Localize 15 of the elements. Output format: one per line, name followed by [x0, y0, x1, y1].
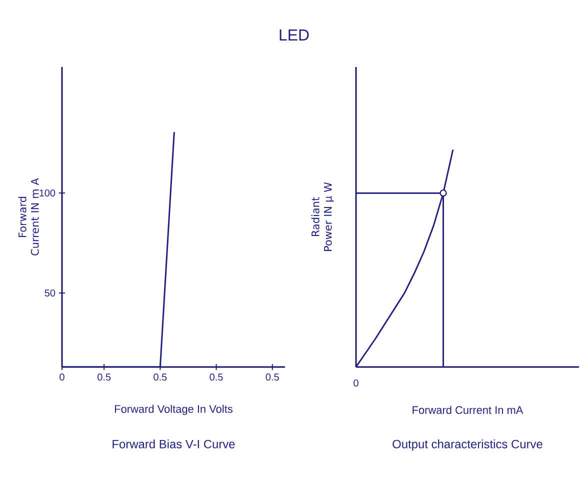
x-axis-title: Forward Current In mA	[412, 406, 524, 414]
y-tick-label: 50	[44, 289, 56, 297]
y-axis-title: Radiant Power IN µ W	[311, 182, 334, 251]
text: Forward Bias V-I Curve	[112, 440, 235, 448]
text: Output characteristics Curve	[392, 440, 542, 451]
x-tick-label: 0	[60, 374, 64, 381]
x-axis-title: Forward Voltage In Volts	[115, 404, 232, 415]
x-tick-label: 0.5	[266, 374, 279, 381]
x-tick-label: 0.5	[154, 374, 167, 381]
y-axis-title: Forward Current IN m A	[18, 178, 39, 256]
x-tick-label: 0.5	[210, 374, 223, 381]
text: 0	[354, 379, 358, 387]
text: LED	[280, 30, 309, 40]
x-tick-label: 0.5	[98, 374, 111, 381]
y-tick-label: 100	[40, 189, 56, 197]
